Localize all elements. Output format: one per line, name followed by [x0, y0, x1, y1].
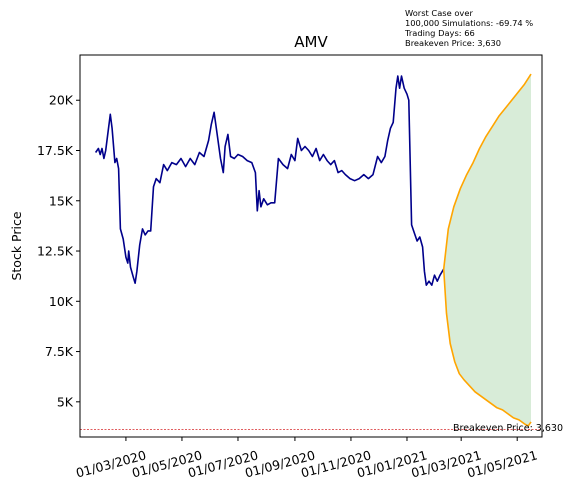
- annotation-line: Trading Days: 66: [404, 28, 475, 38]
- plot-frame: [79, 54, 543, 438]
- annotation-line: Worst Case over: [405, 8, 473, 18]
- y-tick-label: 12.5K: [37, 244, 74, 259]
- upper-band-line: [442, 73, 532, 270]
- y-tick-label: 20K: [49, 93, 74, 108]
- x-axis: 01/03/202001/05/202001/07/202001/09/2020…: [74, 437, 539, 481]
- plot-area: [80, 73, 542, 430]
- chart-title: AMV: [294, 33, 328, 51]
- annotation-line: 100,000 Simulations: -69.74 %: [405, 18, 533, 28]
- y-axis-title: Stock Price: [9, 211, 24, 280]
- annotation-line: Breakeven Price: 3,630: [405, 38, 501, 48]
- y-tick-label: 15K: [49, 193, 74, 208]
- y-tick-label: 10K: [49, 294, 74, 309]
- lower-band-line: [442, 269, 532, 427]
- y-axis: 5K 7.5K 10K 12.5K 15K 17.5K 20K: [37, 93, 80, 409]
- simulation-envelope: [443, 74, 531, 426]
- y-tick-label: 5K: [57, 394, 74, 409]
- breakeven-label: Breakeven Price: 3,630: [453, 423, 563, 434]
- price-history-line: [94, 75, 445, 287]
- y-tick-label: 17.5K: [37, 143, 74, 158]
- y-tick-label: 7.5K: [45, 344, 74, 359]
